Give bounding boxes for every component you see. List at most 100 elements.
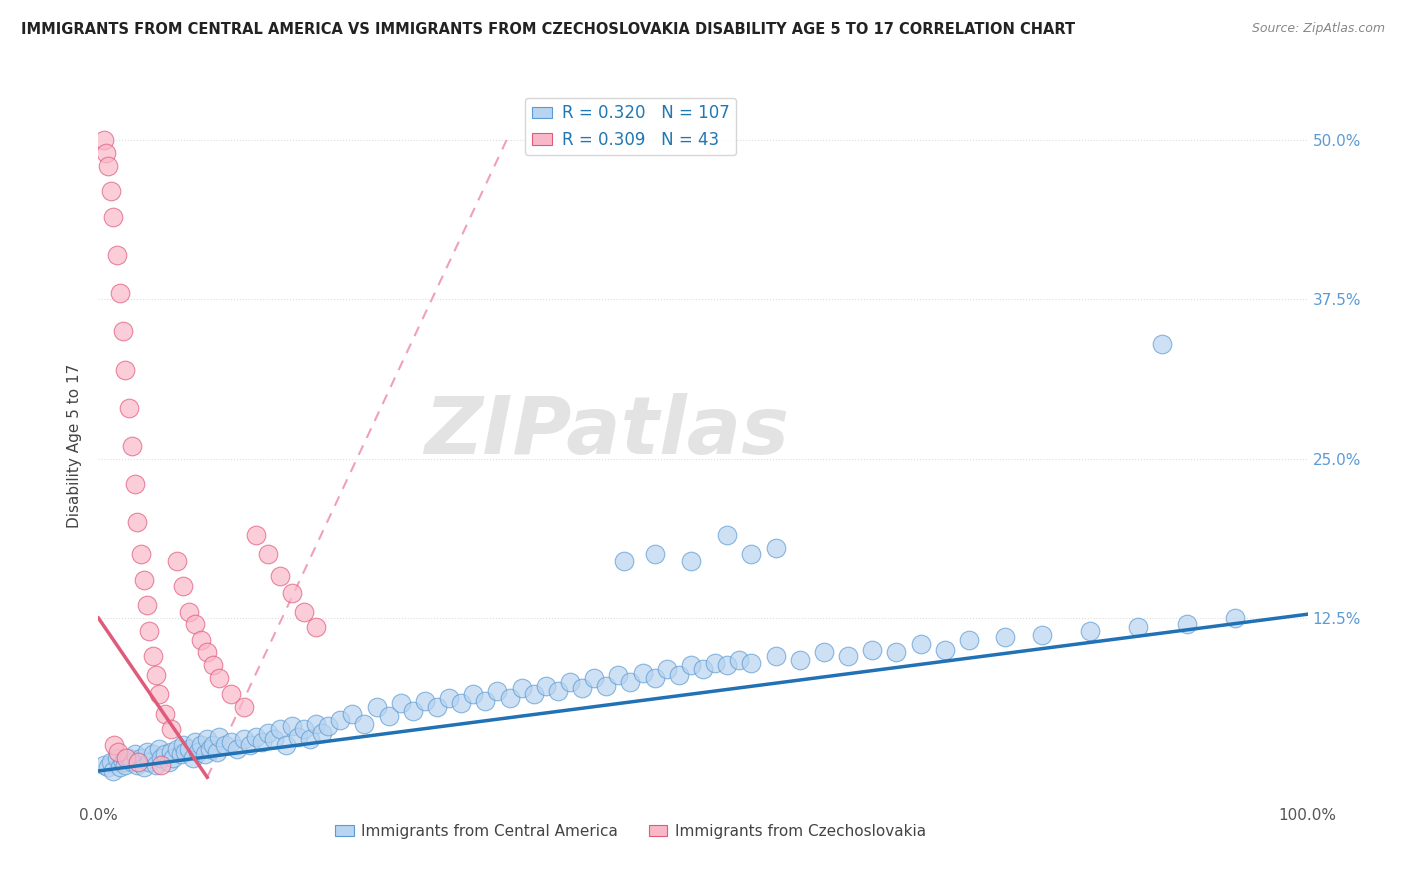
Point [194,747,217,762]
Point [142,747,165,762]
Point [292,605,315,619]
Point [716,528,738,542]
Point [150,751,173,765]
Point [366,700,388,714]
Point [134,573,156,587]
Point [740,547,762,561]
Point [860,643,883,657]
Point [305,620,328,634]
Point [226,742,249,756]
Point [281,585,304,599]
Point [135,599,157,613]
Point [1128,620,1150,634]
Point [127,755,149,769]
Point [108,286,131,301]
Point [190,739,212,753]
Text: Source: ZipAtlas.com: Source: ZipAtlas.com [1251,22,1385,36]
Point [145,757,167,772]
Point [994,630,1017,644]
Point [169,747,191,762]
Point [510,681,533,695]
Point [179,605,201,619]
Legend: Immigrants from Central America, Immigrants from Czechoslovakia: Immigrants from Central America, Immigra… [329,818,932,845]
Point [148,688,170,702]
Point [221,734,243,748]
Point [195,732,218,747]
Point [1031,627,1053,641]
Text: ZIPatlas: ZIPatlas [423,392,789,471]
Point [214,739,236,753]
Point [118,751,141,765]
Point [121,439,143,453]
Point [100,755,122,769]
Point [595,679,617,693]
Point [184,734,207,748]
Point [269,722,291,736]
Point [181,751,204,765]
Point [607,668,630,682]
Point [172,579,194,593]
Point [292,722,315,736]
Point [232,700,254,714]
Point [644,547,666,561]
Point [118,401,141,415]
Point [342,706,364,721]
Point [134,760,156,774]
Point [162,751,184,765]
Point [190,632,212,647]
Point [114,362,136,376]
Point [245,528,267,542]
Point [631,665,654,680]
Point [437,691,460,706]
Point [153,747,176,762]
Point [221,688,243,702]
Y-axis label: Disability Age 5 to 17: Disability Age 5 to 17 [67,364,83,528]
Point [558,674,581,689]
Point [166,742,188,756]
Point [202,658,225,673]
Point [142,649,165,664]
Point [179,742,201,756]
Point [97,159,120,173]
Point [108,760,131,774]
Point [269,569,291,583]
Point [195,645,218,659]
Point [716,658,738,673]
Point [129,751,152,765]
Point [135,745,157,759]
Point [619,674,641,689]
Point [353,716,375,731]
Point [250,734,273,748]
Point [316,719,339,733]
Point [115,751,138,765]
Point [127,516,149,530]
Point [655,662,678,676]
Point [765,649,787,664]
Point [613,554,636,568]
Point [789,653,811,667]
Point [1175,617,1198,632]
Point [124,477,146,491]
Point [174,745,197,759]
Point [910,636,932,650]
Point [105,751,128,765]
Point [107,745,129,759]
Point [305,716,328,731]
Point [103,739,125,753]
Point [239,739,262,753]
Point [124,747,146,762]
Point [166,554,188,568]
Point [184,617,207,632]
Point [153,706,176,721]
Point [245,730,267,744]
Point [256,547,278,561]
Point [704,656,727,670]
Point [97,760,120,774]
Point [256,725,278,739]
Point [934,643,956,657]
Point [668,668,690,682]
Point [329,713,352,727]
Point [208,671,231,685]
Point [101,210,124,224]
Point [157,755,180,769]
